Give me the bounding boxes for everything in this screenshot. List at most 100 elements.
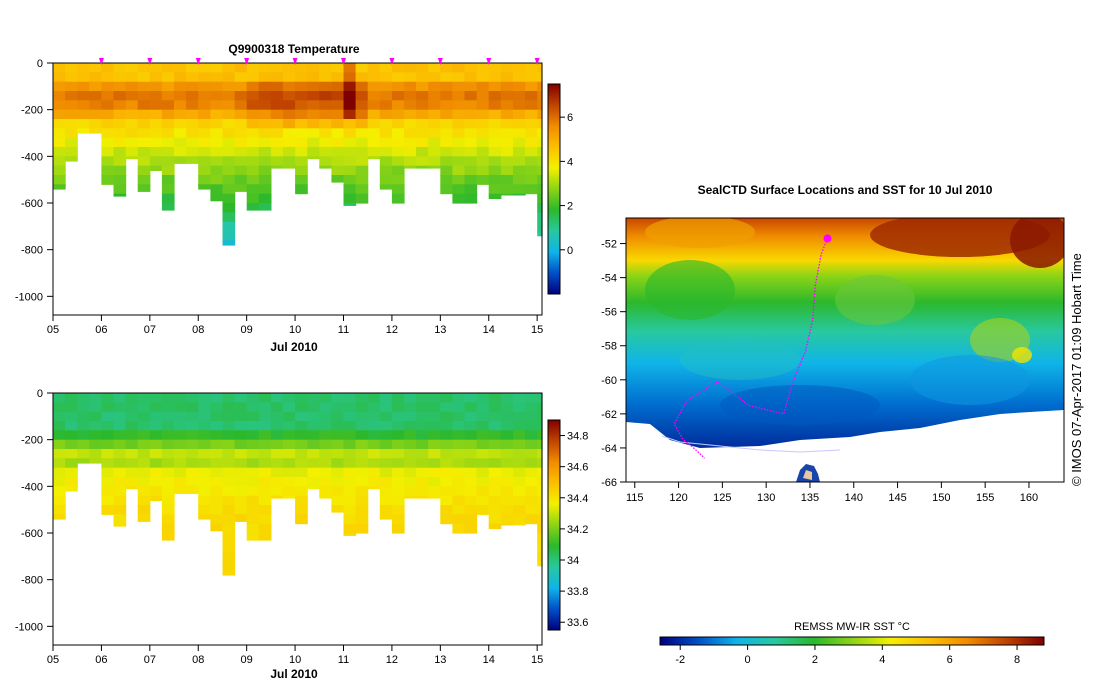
section-cell xyxy=(440,449,453,459)
section-cell xyxy=(53,514,66,520)
section-cell xyxy=(452,411,466,422)
section-cell xyxy=(174,63,187,73)
section-cell xyxy=(270,393,284,403)
section-cell xyxy=(186,458,199,469)
section-cell xyxy=(428,109,441,120)
section-cell xyxy=(500,100,514,111)
section-cell xyxy=(537,147,543,157)
section-cell xyxy=(537,128,543,139)
section-cell xyxy=(222,91,236,101)
seal-track xyxy=(673,238,829,459)
x-tick-label: 07 xyxy=(144,324,156,336)
section-cell xyxy=(343,203,357,206)
x-tick-label: 08 xyxy=(192,324,204,336)
section-cell xyxy=(125,91,139,101)
section-cell xyxy=(452,449,466,459)
section-cell xyxy=(525,514,538,525)
section-cell xyxy=(149,81,163,92)
section-cell xyxy=(343,458,357,469)
section-cell xyxy=(343,184,357,195)
section-cell xyxy=(319,421,332,431)
section-cell xyxy=(331,100,345,111)
map-colorbar-tick-label: 8 xyxy=(1014,654,1020,666)
section-cell xyxy=(198,430,211,441)
section-cell xyxy=(295,109,308,120)
section-cell xyxy=(137,439,151,450)
section-cell xyxy=(488,72,502,83)
section-cell xyxy=(416,156,429,167)
section-cell xyxy=(270,495,284,499)
section-cell xyxy=(101,109,115,120)
section-cell xyxy=(89,458,102,464)
section-cell xyxy=(488,193,502,199)
section-cell xyxy=(222,119,236,129)
section-cell xyxy=(488,128,502,139)
section-cell xyxy=(343,156,357,167)
section-cell xyxy=(198,147,211,157)
section-cell xyxy=(53,486,66,497)
section-cell xyxy=(307,421,320,431)
section-cell xyxy=(125,100,139,111)
section-cell xyxy=(295,81,308,92)
x-tick-label: 08 xyxy=(192,654,204,666)
section-cell xyxy=(53,477,66,487)
section-cell xyxy=(77,72,90,83)
section-cell xyxy=(440,458,453,469)
section-cell xyxy=(258,505,272,515)
section-cell xyxy=(149,72,163,83)
section-cell xyxy=(89,100,102,111)
section-cell xyxy=(113,523,127,527)
section-cell xyxy=(379,165,393,176)
section-cell xyxy=(464,467,478,478)
section-cell xyxy=(89,411,102,422)
section-cell xyxy=(525,63,538,73)
section-cell xyxy=(343,193,357,204)
section-cell xyxy=(476,439,490,450)
section-cell xyxy=(391,72,405,83)
section-cell xyxy=(367,458,381,469)
section-cell xyxy=(355,100,369,111)
section-cell xyxy=(355,449,369,459)
section-cell xyxy=(101,175,115,185)
seal-current-position xyxy=(823,234,832,243)
section-cell xyxy=(234,165,248,176)
section-cell xyxy=(404,91,417,101)
section-cell xyxy=(210,514,224,525)
section-cell xyxy=(464,439,478,450)
section-cell xyxy=(319,109,332,120)
section-cell xyxy=(379,505,393,515)
section-cell xyxy=(537,221,543,232)
section-cell xyxy=(149,439,163,450)
section-cell xyxy=(319,439,332,450)
section-cell xyxy=(537,505,543,515)
section-cell xyxy=(440,430,453,441)
section-cell xyxy=(319,430,332,441)
section-cell xyxy=(488,439,502,450)
salinity-section xyxy=(53,393,543,576)
section-cell xyxy=(343,100,357,111)
section-cell xyxy=(65,393,78,403)
section-cell xyxy=(295,477,308,487)
section-cell xyxy=(246,477,260,487)
section-cell xyxy=(125,63,139,73)
section-cell xyxy=(174,402,187,413)
section-cell xyxy=(222,486,236,497)
section-cell xyxy=(161,514,175,525)
section-cell xyxy=(452,439,466,450)
section-cell xyxy=(343,421,357,431)
section-cell xyxy=(428,477,441,487)
section-cell xyxy=(101,477,115,487)
section-cell xyxy=(246,203,260,211)
section-cell xyxy=(343,109,357,120)
section-cell xyxy=(500,184,514,195)
section-cell xyxy=(65,119,78,129)
section-cell xyxy=(125,421,139,431)
section-cell xyxy=(137,467,151,478)
section-cell xyxy=(283,458,296,469)
section-cell xyxy=(65,421,78,431)
section-cell xyxy=(270,411,284,422)
section-cell xyxy=(452,477,466,487)
section-cell xyxy=(464,175,478,185)
section-cell xyxy=(161,495,175,506)
section-cell xyxy=(391,100,405,111)
